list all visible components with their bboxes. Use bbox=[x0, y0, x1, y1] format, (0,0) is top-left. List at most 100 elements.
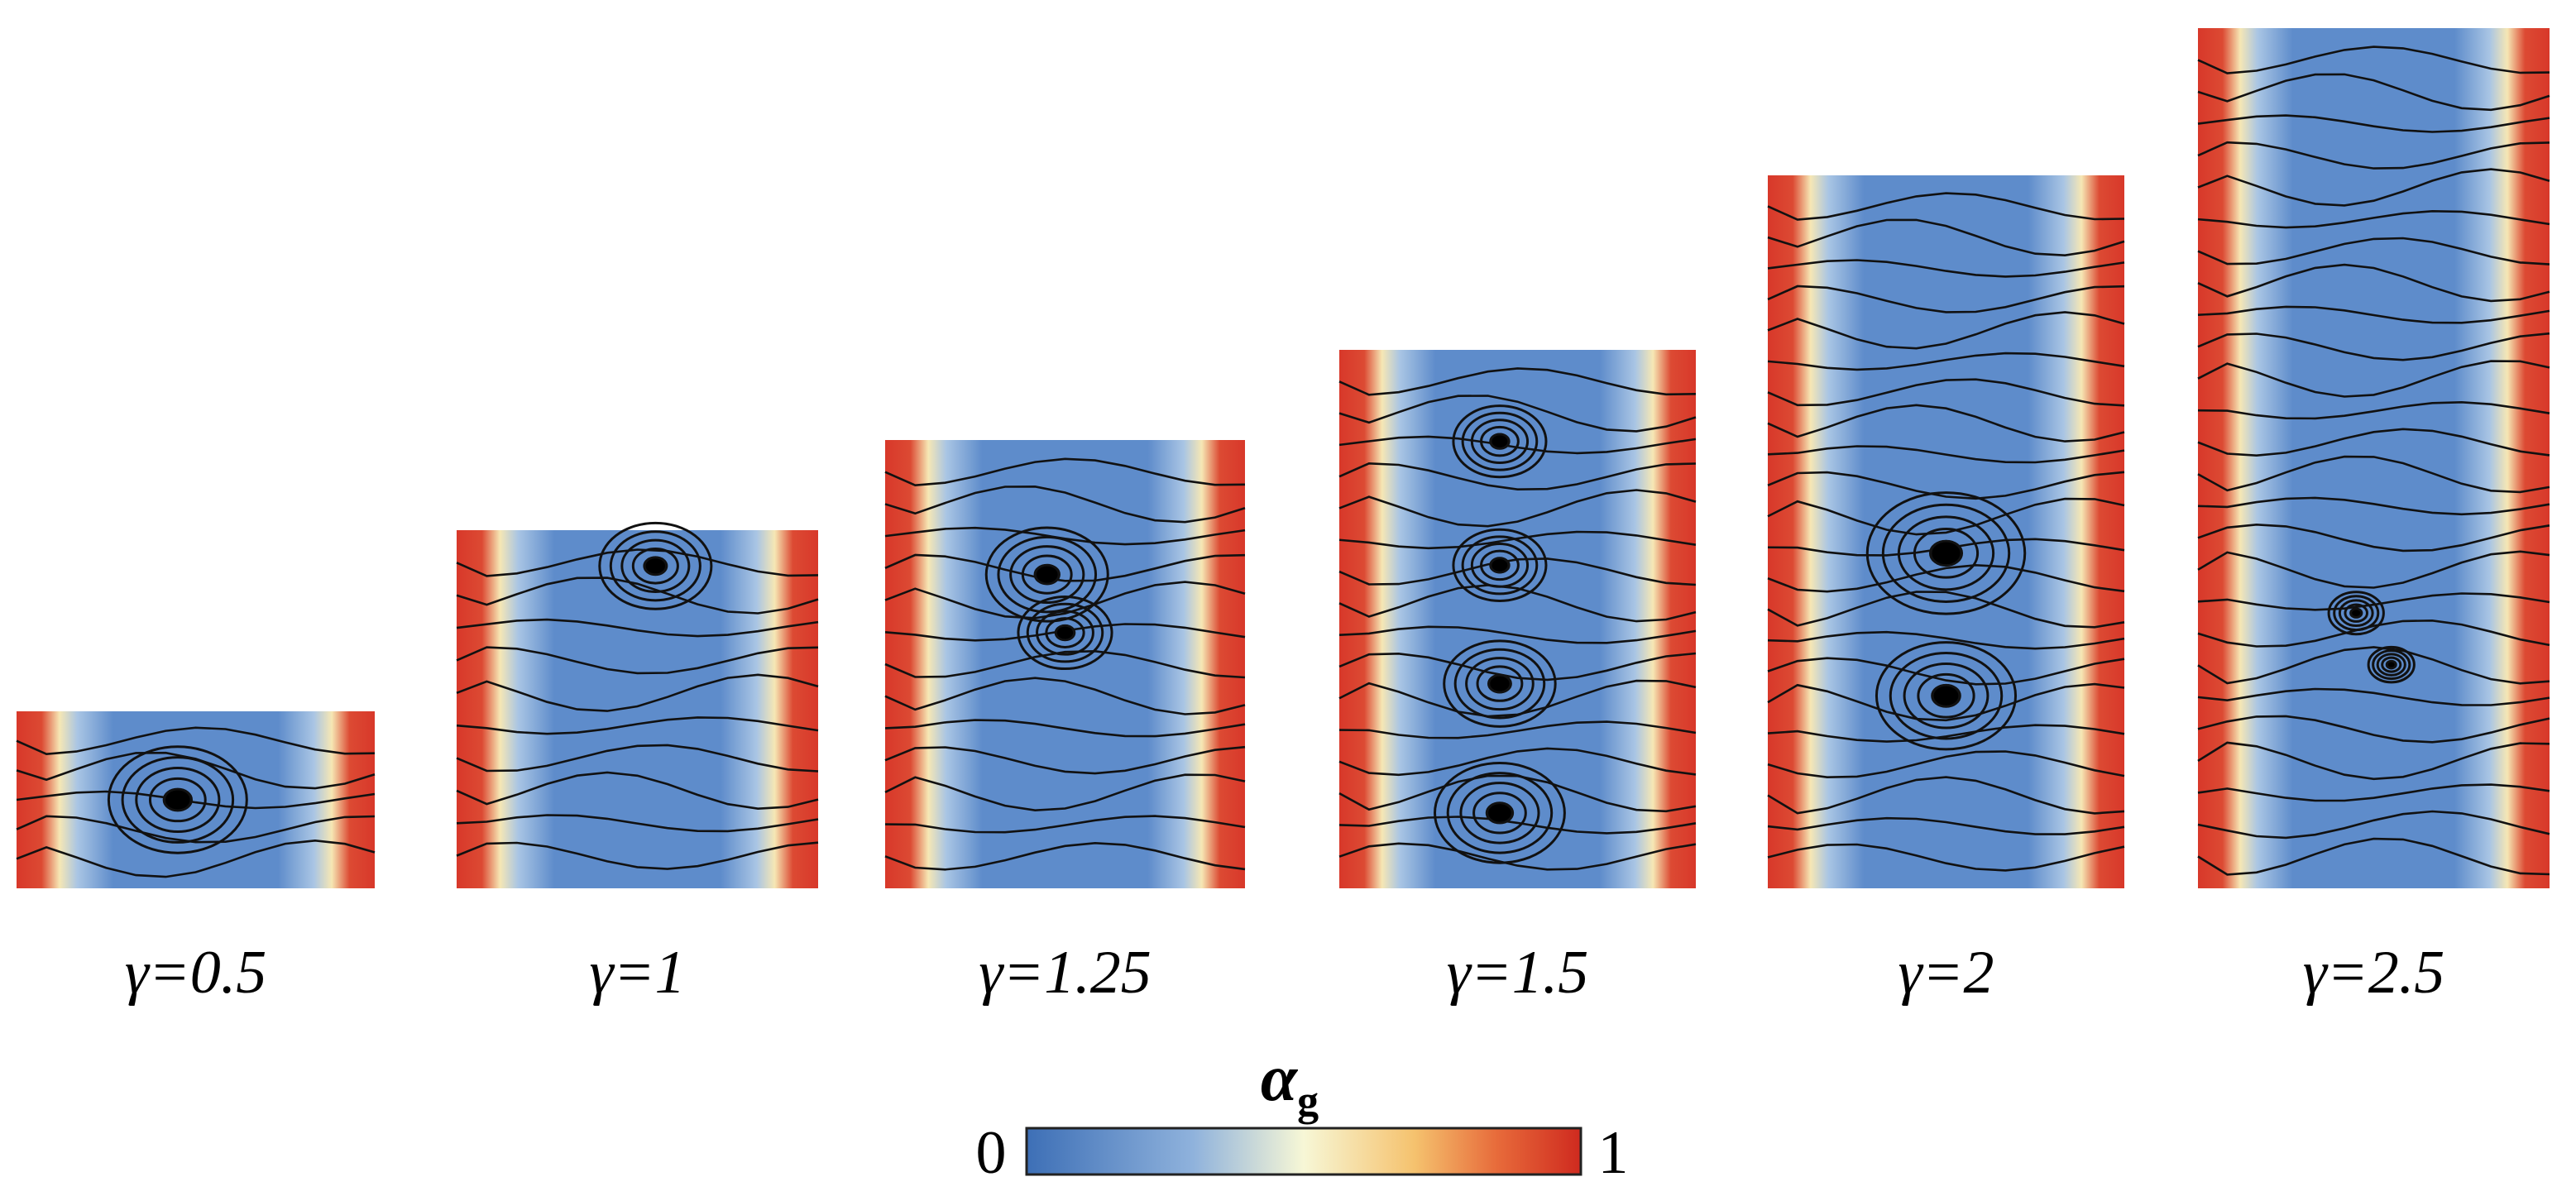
streamline bbox=[1767, 192, 2125, 221]
streamline bbox=[884, 649, 1246, 679]
streamline bbox=[884, 581, 1246, 620]
vortex-ring bbox=[1875, 641, 2018, 751]
streamline bbox=[1338, 720, 1697, 739]
streamline bbox=[456, 576, 819, 615]
vortex-core bbox=[1932, 684, 1961, 708]
colorbar-max: 1 bbox=[1598, 1119, 1629, 1187]
vortex-ring bbox=[1917, 672, 1975, 719]
streamline bbox=[1767, 682, 2125, 722]
panel-field bbox=[885, 440, 1245, 888]
streamline bbox=[2197, 360, 2550, 398]
vortex-ring bbox=[2333, 595, 2380, 632]
vortex-ring bbox=[121, 756, 235, 844]
vortex-ring bbox=[2344, 603, 2369, 623]
panel-label: γ=2 bbox=[1898, 939, 1994, 1007]
vortex-ring bbox=[1036, 610, 1094, 656]
vortex-ring bbox=[1461, 411, 1539, 471]
vortex-ring bbox=[997, 535, 1098, 614]
vortex-core bbox=[1486, 801, 1514, 825]
vortex-ring bbox=[1446, 772, 1554, 854]
streamline bbox=[2197, 496, 2550, 516]
streamlines bbox=[456, 521, 819, 870]
streamline bbox=[2197, 428, 2550, 457]
vortex-ring bbox=[1461, 535, 1539, 596]
streamline bbox=[1767, 657, 2125, 686]
streamline bbox=[2197, 550, 2550, 589]
vortex-core bbox=[2349, 607, 2363, 619]
streamline bbox=[1767, 445, 2125, 464]
streamline bbox=[2197, 141, 2550, 170]
streamline bbox=[884, 485, 1246, 524]
vortex-ring bbox=[1476, 665, 1524, 702]
vortex-ring bbox=[1472, 792, 1527, 835]
panel: γ=1 bbox=[456, 521, 819, 1007]
panel-field bbox=[17, 711, 375, 888]
vortex-ring bbox=[984, 526, 1109, 623]
streamline bbox=[2197, 715, 2550, 744]
vortex-ring bbox=[1881, 503, 2011, 603]
streamline bbox=[1767, 471, 2125, 500]
vortex-ring bbox=[135, 766, 221, 834]
vortex-ring bbox=[631, 548, 679, 585]
vortex-ring bbox=[1889, 652, 2004, 740]
streamline bbox=[456, 771, 819, 811]
streamline bbox=[1767, 352, 2125, 371]
vortex-ring bbox=[2327, 591, 2385, 636]
panel-label: γ=2.5 bbox=[2303, 939, 2445, 1007]
vortex-core bbox=[1489, 557, 1511, 574]
streamline bbox=[456, 814, 819, 833]
vortex-ring bbox=[609, 530, 701, 602]
streamline bbox=[2197, 73, 2550, 112]
streamline bbox=[2197, 45, 2550, 74]
colorbar-title: αg bbox=[1261, 1042, 1319, 1125]
streamline bbox=[884, 553, 1246, 582]
streamline bbox=[2197, 263, 2550, 303]
vortex-ring bbox=[1897, 515, 1995, 591]
streamline bbox=[1767, 218, 2125, 257]
vortex-core bbox=[163, 787, 193, 812]
streamline bbox=[884, 457, 1246, 487]
streamline bbox=[16, 839, 376, 878]
streamline bbox=[2197, 619, 2550, 648]
streamline bbox=[456, 548, 819, 577]
vortex-ring bbox=[1903, 662, 1989, 730]
streamline bbox=[1338, 462, 1697, 491]
streamline bbox=[884, 719, 1246, 738]
vortex-ring bbox=[2376, 653, 2406, 677]
streamline bbox=[1767, 285, 2125, 313]
streamline bbox=[1338, 367, 1697, 396]
vortex-ring bbox=[1452, 404, 1548, 479]
streamline bbox=[884, 815, 1246, 834]
vortex-ring bbox=[1434, 762, 1566, 864]
vortex-ring bbox=[598, 521, 713, 610]
vortex-ring bbox=[1009, 545, 1085, 605]
streamline bbox=[2197, 305, 2550, 324]
vortex-core bbox=[1034, 563, 1061, 586]
vortex-ring bbox=[1913, 528, 1980, 579]
vortex-ring bbox=[1021, 554, 1073, 595]
vortex-ring bbox=[1443, 639, 1557, 728]
streamlines bbox=[1338, 367, 1697, 871]
vortex-ring bbox=[1480, 425, 1520, 457]
streamline bbox=[16, 815, 376, 844]
streamline bbox=[2197, 687, 2550, 706]
streamline bbox=[1767, 259, 2125, 278]
streamline bbox=[1767, 630, 2125, 650]
vortex-ring bbox=[2338, 599, 2374, 628]
colorbar-title-sub: g bbox=[1297, 1078, 1319, 1125]
streamline bbox=[2197, 783, 2550, 802]
streamline bbox=[884, 745, 1246, 775]
streamline bbox=[2197, 332, 2550, 361]
streamline bbox=[456, 646, 819, 675]
colorbar-title-main: α bbox=[1261, 1042, 1299, 1115]
panel: γ=2 bbox=[1767, 175, 2125, 1007]
streamline bbox=[1767, 378, 2125, 407]
panel: γ=2.5 bbox=[2197, 28, 2550, 1007]
streamline bbox=[1767, 311, 2125, 350]
streamline bbox=[2197, 209, 2550, 229]
vortex-ring bbox=[1465, 657, 1535, 711]
streamline bbox=[456, 618, 819, 638]
vortex-ring bbox=[148, 777, 207, 823]
streamline bbox=[2197, 400, 2550, 420]
